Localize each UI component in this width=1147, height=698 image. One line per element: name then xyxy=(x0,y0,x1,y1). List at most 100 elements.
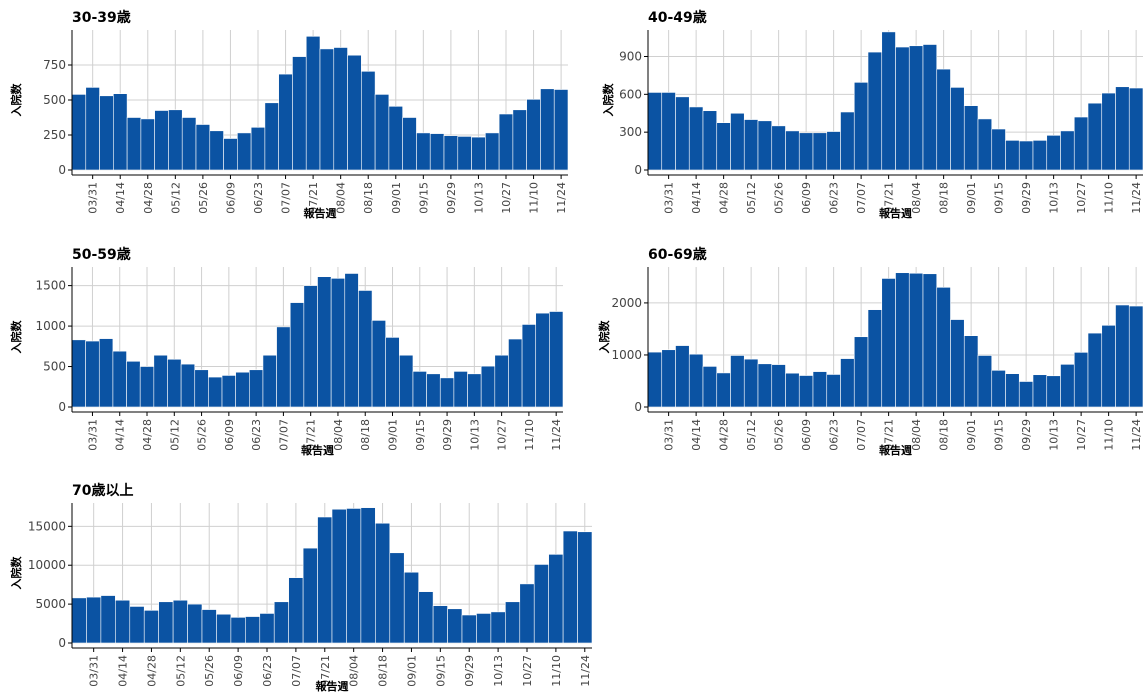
x-tick-label: 04/28 xyxy=(145,655,158,687)
x-tick-label: 07/07 xyxy=(855,182,868,214)
bar xyxy=(1073,116,1089,171)
chart-40-49: 40-49歳 0 300 600 900 03/31 04/14 04/28 05/12 05/2… xyxy=(601,9,1144,220)
bar xyxy=(476,613,492,644)
x-tick-label: 11/24 xyxy=(555,182,568,214)
bar xyxy=(494,354,509,408)
y-tick-label: 500 xyxy=(43,360,66,374)
x-tick-label: 06/09 xyxy=(224,182,237,214)
bar xyxy=(1115,86,1130,171)
bar xyxy=(344,273,359,408)
bar xyxy=(1060,364,1075,408)
bar xyxy=(158,601,174,644)
bar xyxy=(317,516,333,644)
bar xyxy=(1046,135,1061,171)
x-tick-label: 10/13 xyxy=(1048,182,1061,214)
bar xyxy=(361,71,376,171)
bar xyxy=(429,133,445,171)
bar xyxy=(1087,332,1103,408)
bar xyxy=(1018,381,1034,408)
bar xyxy=(1018,140,1034,171)
bar xyxy=(490,611,506,644)
bar xyxy=(1101,92,1116,171)
x-tick-label: 04/14 xyxy=(114,182,127,214)
x-tick-label: 09/29 xyxy=(441,419,454,451)
x-tick-label: 06/09 xyxy=(800,182,813,214)
bar xyxy=(154,110,169,171)
x-tick-label: 10/27 xyxy=(496,419,509,451)
bar xyxy=(85,340,100,408)
bar xyxy=(853,336,869,408)
y-tick-label: 750 xyxy=(43,58,66,72)
x-tick-label: 04/14 xyxy=(114,419,127,451)
x-tick-label: 06/23 xyxy=(828,419,841,451)
x-tick-label: 11/24 xyxy=(1130,182,1143,214)
bar xyxy=(922,44,938,171)
x-tick-label: 05/12 xyxy=(174,655,187,687)
bar xyxy=(358,290,373,408)
chart-title: 40-49歳 xyxy=(648,9,707,26)
x-tick-label: 05/26 xyxy=(197,182,210,214)
bar xyxy=(453,371,468,408)
x-tick-label: 06/09 xyxy=(232,655,245,687)
bar xyxy=(757,363,773,408)
x-tick-label: 09/15 xyxy=(417,182,430,214)
x-tick-label: 07/07 xyxy=(855,419,868,451)
x-tick-label: 09/29 xyxy=(463,655,476,687)
bar xyxy=(730,355,745,408)
bar xyxy=(950,319,965,408)
x-tick-label: 09/15 xyxy=(993,419,1006,451)
chart-title: 30-39歳 xyxy=(72,9,131,26)
bar xyxy=(1101,324,1116,408)
x-tick-label: 10/13 xyxy=(492,655,505,687)
bar xyxy=(771,364,786,408)
bar xyxy=(485,132,500,171)
bar xyxy=(1128,87,1144,171)
bar xyxy=(688,106,704,171)
bar xyxy=(526,99,541,171)
panel-40-49: 40-49歳 0 300 600 900 03/31 04/14 04/28 05/12 05/2… xyxy=(578,0,1147,225)
x-tick-label: 08/04 xyxy=(332,419,345,451)
bar xyxy=(826,374,841,408)
x-tick-label: 10/27 xyxy=(521,655,534,687)
bar xyxy=(1073,352,1089,408)
x-tick-label: 09/15 xyxy=(434,655,447,687)
y-tick-label: 250 xyxy=(43,128,66,142)
y-tick-label: 0 xyxy=(634,163,642,177)
bar xyxy=(208,376,223,408)
bar xyxy=(991,370,1006,408)
bar xyxy=(250,127,266,171)
x-tick-label: 05/26 xyxy=(773,182,786,214)
bar xyxy=(181,117,197,171)
x-tick-label: 05/26 xyxy=(196,419,209,451)
bar xyxy=(730,112,745,171)
bar xyxy=(245,616,261,644)
bar xyxy=(168,109,183,171)
x-tick-label: 11/24 xyxy=(550,419,563,451)
bar xyxy=(447,608,463,644)
bar xyxy=(661,349,676,408)
bar xyxy=(143,610,159,644)
bar xyxy=(936,286,951,408)
bar xyxy=(249,369,264,408)
bar xyxy=(895,272,910,408)
bar xyxy=(153,354,168,408)
bar xyxy=(209,130,224,171)
y-tick-label: 1500 xyxy=(35,279,66,293)
bar xyxy=(262,354,277,408)
bar xyxy=(439,377,455,408)
bar xyxy=(319,48,335,171)
bar xyxy=(139,366,155,408)
x-tick-label: 06/09 xyxy=(800,419,813,451)
bar xyxy=(374,94,390,171)
bar xyxy=(521,324,537,408)
bar xyxy=(416,132,431,171)
bar xyxy=(302,547,318,644)
bar xyxy=(471,136,486,171)
y-tick-label: 500 xyxy=(43,93,66,107)
x-tick-label: 09/01 xyxy=(405,655,418,687)
x-tick-label: 05/12 xyxy=(168,419,181,451)
bar xyxy=(675,96,690,171)
x-tick-label: 08/04 xyxy=(910,182,923,214)
x-tick-label: 09/01 xyxy=(965,182,978,214)
bar xyxy=(402,117,417,171)
